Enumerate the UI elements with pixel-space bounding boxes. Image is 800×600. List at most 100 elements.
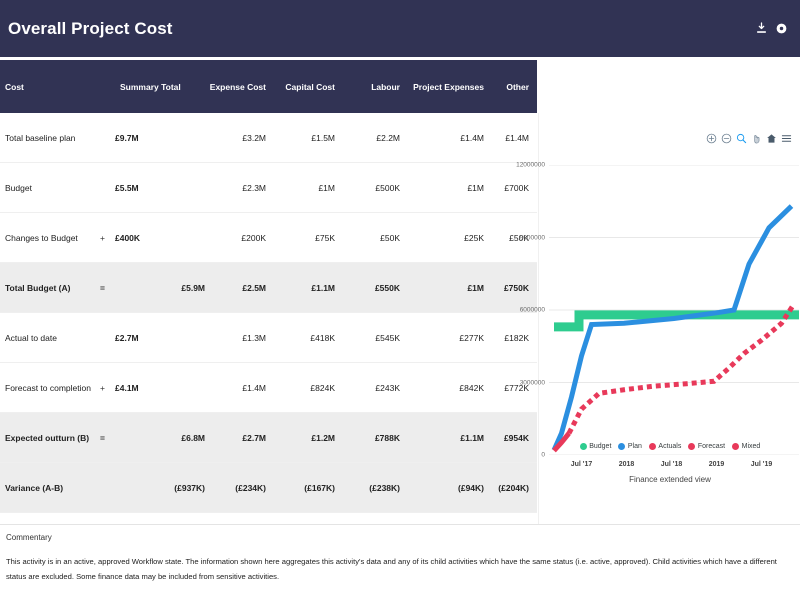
table-row[interactable]: Total Budget (A) = £5.9M £2.5M £1.1M £550K £1M… <box>0 263 537 313</box>
cell-capital: £75K <box>315 232 335 243</box>
cell-label: Actual to date <box>5 332 57 343</box>
y-axis-tick-label: 12000000 <box>516 161 545 169</box>
cell-project: £1M <box>467 282 484 293</box>
cell-capital: £1.5M <box>311 132 335 143</box>
chart-canvas <box>549 165 799 455</box>
header-actions <box>755 22 788 35</box>
cell-op: = <box>100 282 105 293</box>
cell-labour: £50K <box>380 232 400 243</box>
gear-icon[interactable] <box>775 22 788 35</box>
cell-expense: £200K <box>241 232 266 243</box>
cell-summary: £5.9M <box>181 282 205 293</box>
chart-toolbar <box>706 133 792 144</box>
cell-labour: £550K <box>374 282 400 293</box>
cell-label: Budget <box>5 182 32 193</box>
legend-label: Actuals <box>658 443 682 450</box>
legend-item[interactable]: Plan <box>618 443 642 450</box>
legend-label: Plan <box>627 443 642 450</box>
column-header-other: Other <box>506 81 529 92</box>
column-header-summary-total: Summary Total <box>120 81 181 92</box>
selection-zoom-icon[interactable] <box>736 133 747 144</box>
commentary-body: This activity is in an active, approved … <box>6 557 777 581</box>
cell-other: £954K <box>503 432 529 443</box>
cell-project: £1.1M <box>460 432 484 443</box>
cost-table-body: Total baseline plan £9.7M £3.2M £1.5M £2.2M £… <box>0 113 537 513</box>
cell-capital: £1.2M <box>311 432 335 443</box>
cell-label: Total baseline plan <box>5 132 76 143</box>
table-row[interactable]: Budget £5.5M £2.3M £1M £500K £1M £700K <box>0 163 537 213</box>
reset-icon[interactable] <box>766 133 777 144</box>
cell-capital: £1M <box>318 182 335 193</box>
cell-summary: (£937K) <box>174 482 205 493</box>
legend-item[interactable]: Mixed <box>732 443 760 450</box>
cell-expense: (£234K) <box>235 482 266 493</box>
table-row[interactable]: Variance (A-B) (£937K) (£234K) (£167K) (£238… <box>0 463 537 513</box>
x-axis-tick-label: 2019 <box>708 461 725 468</box>
chart-series-forecast <box>569 304 794 433</box>
legend-item[interactable]: Budget <box>579 443 612 450</box>
legend-item[interactable]: Forecast <box>688 443 725 450</box>
chart-caption: Finance extended view <box>629 475 711 484</box>
column-header-cost: Cost <box>5 81 24 92</box>
table-row[interactable]: Actual to date £2.7M £1.3M £418K £545K £277K £… <box>0 313 537 363</box>
cell-project: (£94K) <box>458 482 484 493</box>
cost-table-header: Cost Summary Total Expense Cost Capital … <box>0 60 537 113</box>
cell-project: £25K <box>464 232 484 243</box>
zoom-out-icon[interactable] <box>721 133 732 144</box>
x-axis-tick-label: Jul '19 <box>750 461 773 468</box>
page-title: Overall Project Cost <box>8 18 173 38</box>
cell-labour: £500K <box>375 182 400 193</box>
cell-labour: £2.2M <box>376 132 400 143</box>
section-divider <box>0 524 800 525</box>
legend-marker-icon <box>618 443 626 450</box>
table-row[interactable]: Changes to Budget + £400K £200K £75K £50K £25K… <box>0 213 537 263</box>
cell-other: (£204K) <box>498 482 529 493</box>
x-axis-tick-label: 2018 <box>618 461 635 468</box>
legend-label: Mixed <box>741 443 761 450</box>
legend-marker-icon <box>579 443 587 450</box>
menu-icon[interactable] <box>781 133 792 144</box>
cell-other: £1.4M <box>505 132 529 143</box>
cell-label: Variance (A-B) <box>5 482 64 493</box>
page-header: Overall Project Cost <box>0 0 800 57</box>
cell-expense: £3.2M <box>242 132 266 143</box>
cell-labour: £243K <box>375 382 400 393</box>
table-row[interactable]: Expected outturn (B) = £6.8M £2.7M £1.2M £788… <box>0 413 537 463</box>
cell-label: Changes to Budget <box>5 232 78 243</box>
cell-labour: (£238K) <box>369 482 400 493</box>
table-row[interactable]: Total baseline plan £9.7M £3.2M £1.5M £2.2M £… <box>0 113 537 163</box>
cell-summary: £5.5M <box>115 182 139 193</box>
legend-marker-icon <box>648 443 656 450</box>
y-axis-tick-label: 3000000 <box>519 379 545 386</box>
finance-chart-panel: 0 3000000 6000000 9000000 12000000 Jul '17 201… <box>516 113 800 524</box>
cell-other: £50K <box>509 232 529 243</box>
cell-project: £1M <box>467 182 484 193</box>
cell-expense: £1.4M <box>242 382 266 393</box>
zoom-in-icon[interactable] <box>706 133 717 144</box>
cell-labour: £788K <box>374 432 400 443</box>
y-axis-tick-label: 9000000 <box>519 234 545 241</box>
chart-series-plan <box>554 206 792 450</box>
legend-label: Budget <box>589 443 612 450</box>
cell-other: £182K <box>504 332 529 343</box>
column-header-labour: Labour <box>371 81 400 92</box>
pan-icon[interactable] <box>751 133 762 144</box>
cell-project: £277K <box>459 332 484 343</box>
cell-summary: £4.1M <box>115 382 139 393</box>
column-header-expense-cost: Expense Cost <box>209 81 266 92</box>
cell-label: Total Budget (A) <box>5 282 71 293</box>
cell-capital: £418K <box>310 332 335 343</box>
legend-item[interactable]: Actuals <box>648 443 682 450</box>
chart-series-actuals <box>554 433 569 450</box>
cell-op: + <box>100 382 105 393</box>
table-row[interactable]: Forecast to completion + £4.1M £1.4M £824K £2… <box>0 363 537 413</box>
legend-marker-icon <box>732 443 740 450</box>
legend-label: Forecast <box>697 443 726 450</box>
cell-summary: £400K <box>115 232 141 243</box>
download-icon[interactable] <box>755 22 768 35</box>
legend-marker-icon <box>688 443 696 450</box>
cell-op: + <box>100 232 105 243</box>
chart-plot-area: 0 3000000 6000000 9000000 12000000 Jul '17 201… <box>516 162 799 468</box>
y-axis-tick-label: 6000000 <box>519 306 545 314</box>
